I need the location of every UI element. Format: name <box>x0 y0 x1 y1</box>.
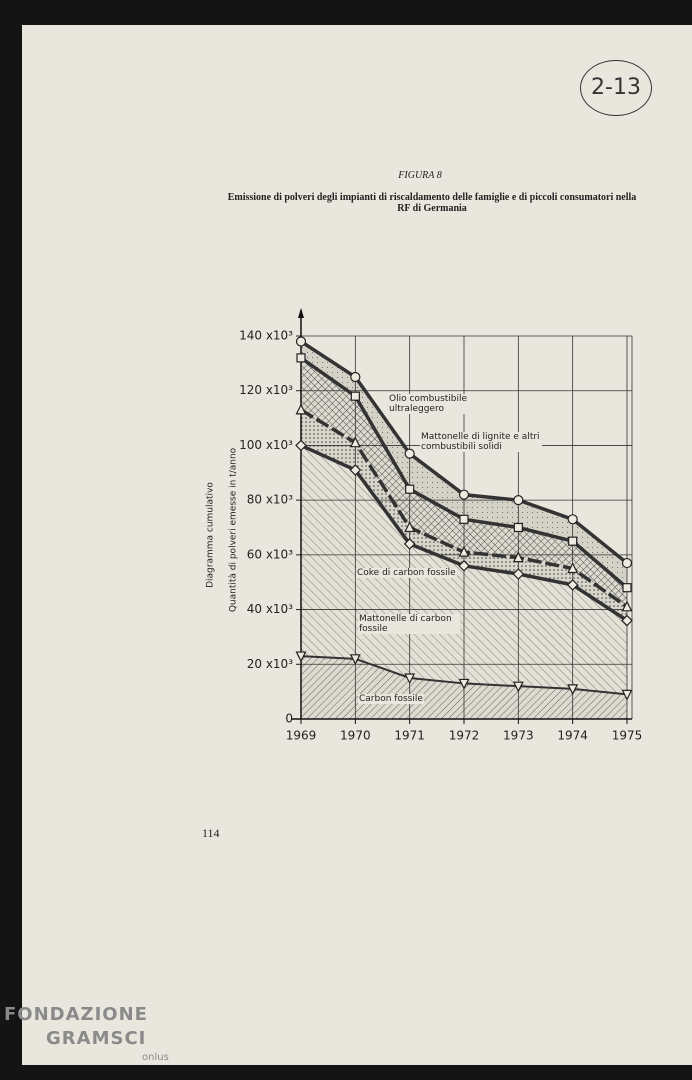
marker <box>513 522 523 533</box>
marker <box>349 436 361 448</box>
x-tick-label: 1969 <box>286 729 317 743</box>
marker <box>621 600 633 612</box>
marker <box>295 439 307 452</box>
y-tick-label: 80 x10³ <box>247 493 293 507</box>
x-tick-label: 1973 <box>503 729 534 743</box>
page-number: 114 <box>202 826 220 840</box>
marker <box>349 464 362 476</box>
marker <box>512 568 525 580</box>
y-tick-label: 120 x10³ <box>239 383 293 397</box>
series-label: Mattonelle di lignite e altri combustibi… <box>420 432 542 452</box>
marker <box>295 403 307 415</box>
area <box>301 409 627 621</box>
y-tick-label: 40 x10³ <box>247 602 293 616</box>
marker <box>567 514 578 525</box>
marker <box>403 538 416 550</box>
marker <box>458 678 470 690</box>
marker <box>458 545 470 557</box>
marker <box>296 353 306 363</box>
marker <box>566 579 579 591</box>
area <box>301 341 627 588</box>
y-tick-label: 20 x10³ <box>247 657 293 671</box>
marker <box>567 562 579 574</box>
marker <box>567 684 579 696</box>
series-label: Olio combustibile ultraleggero <box>388 394 480 414</box>
marker <box>621 557 633 569</box>
y-axis-label: Quantità di polveri emesse in t/anno <box>229 447 239 612</box>
series-label: Mattonelle di carbon fossile <box>358 614 460 634</box>
marker <box>349 654 361 666</box>
marker <box>404 521 416 533</box>
marker <box>459 514 469 524</box>
watermark: FONDAZIONE <box>4 1004 148 1025</box>
marker <box>404 448 415 459</box>
series-label: Carbon fossile <box>358 694 424 704</box>
marker <box>622 583 632 593</box>
watermark: onlus <box>142 1052 169 1063</box>
series-label: Coke di carbon fossile <box>356 568 457 578</box>
marker <box>512 551 524 563</box>
marker <box>405 484 415 494</box>
marker <box>295 336 307 347</box>
watermark: GRAMSCI <box>46 1028 147 1049</box>
marker <box>458 559 470 572</box>
marker <box>513 495 524 506</box>
marker <box>621 689 633 701</box>
x-tick-label: 1974 <box>557 729 588 743</box>
marker <box>404 673 416 685</box>
y-tick-label: 0 <box>285 712 293 726</box>
y-axis-label: Diagramma cumulativo <box>206 482 216 588</box>
marker <box>350 371 361 383</box>
y-tick-label: 140 x10³ <box>239 329 293 343</box>
x-tick-label: 1972 <box>449 729 480 743</box>
axis-arrow <box>298 308 304 318</box>
stamp: 2-13 <box>580 60 652 116</box>
x-tick-label: 1975 <box>612 729 643 743</box>
figure-label: FIGURA 8 <box>398 170 442 181</box>
y-tick-label: 100 x10³ <box>239 438 293 452</box>
y-tick-label: 60 x10³ <box>247 547 293 561</box>
x-tick-label: 1970 <box>340 729 371 743</box>
marker <box>350 391 360 401</box>
marker <box>295 651 307 663</box>
marker <box>568 536 578 546</box>
area <box>301 357 627 607</box>
chart-title: Emissione di polveri degli impianti di r… <box>227 192 637 214</box>
marker <box>621 614 633 627</box>
marker <box>458 489 470 500</box>
x-tick-label: 1971 <box>394 729 425 743</box>
marker <box>512 681 524 693</box>
